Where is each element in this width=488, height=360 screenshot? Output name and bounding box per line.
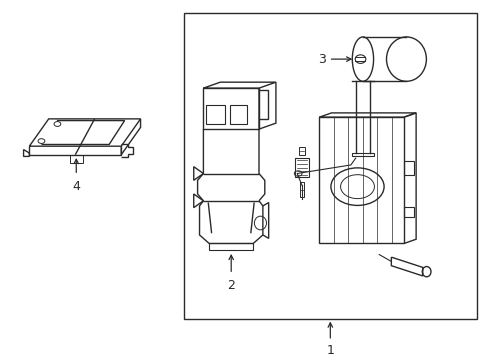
Bar: [229, 105, 246, 124]
Text: 1: 1: [325, 344, 334, 357]
Bar: [183, 13, 476, 319]
Bar: [209, 243, 253, 250]
Bar: [319, 117, 403, 243]
Bar: [70, 155, 82, 163]
Bar: [403, 161, 413, 175]
Bar: [403, 207, 413, 217]
Bar: [295, 158, 308, 177]
Text: 2: 2: [227, 279, 235, 292]
Bar: [298, 147, 305, 155]
Text: 3: 3: [318, 53, 325, 66]
Bar: [300, 182, 304, 197]
Bar: [205, 105, 224, 124]
Bar: [351, 153, 373, 156]
Text: 4: 4: [72, 180, 80, 193]
Bar: [203, 88, 259, 129]
